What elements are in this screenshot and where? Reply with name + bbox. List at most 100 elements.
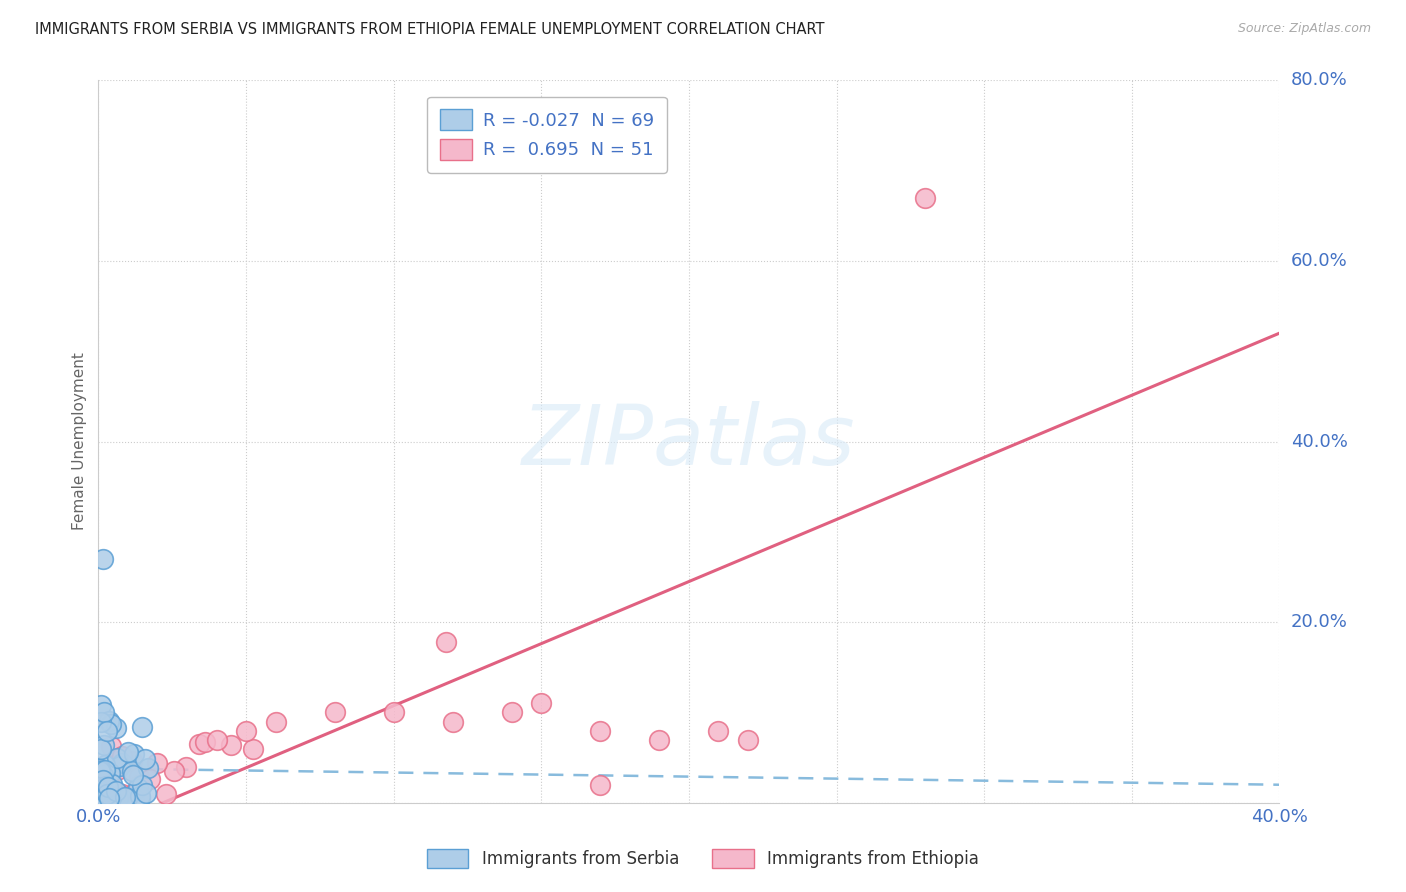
Point (96, 787, 118, 801)
Point (89, 772, 111, 787)
Point (131, 720, 153, 734)
Legend: R = -0.027  N = 69, R =  0.695  N = 51: R = -0.027 N = 69, R = 0.695 N = 51 (427, 96, 666, 172)
Point (90, 763, 112, 777)
Point (101, 789, 124, 803)
Point (98, 791, 121, 805)
Point (91, 791, 114, 805)
Point (93, 787, 115, 801)
Point (589, 778, 612, 792)
Point (104, 787, 127, 801)
Point (90, 698, 112, 712)
Point (111, 748, 134, 763)
Point (97, 787, 120, 801)
Point (114, 789, 136, 804)
Point (125, 787, 148, 801)
Point (91, 791, 114, 805)
Point (90, 742, 112, 756)
Point (93, 706, 115, 720)
Point (121, 754, 143, 768)
Point (530, 697, 553, 711)
Text: IMMIGRANTS FROM SERBIA VS IMMIGRANTS FROM ETHIOPIA FEMALE UNEMPLOYMENT CORRELATI: IMMIGRANTS FROM SERBIA VS IMMIGRANTS FRO… (35, 22, 825, 37)
Point (108, 759, 131, 773)
Point (104, 721, 127, 735)
Point (323, 706, 346, 720)
Point (264, 714, 287, 729)
Point (90, 773, 112, 788)
Point (89, 763, 111, 777)
Point (91, 768, 114, 782)
Point (107, 787, 129, 801)
Point (90, 714, 112, 729)
Point (105, 784, 128, 798)
Text: 80.0%: 80.0% (1291, 71, 1347, 89)
Point (98, 791, 121, 805)
Point (205, 732, 228, 747)
Point (89, 780, 111, 795)
Point (128, 770, 150, 784)
Point (90, 791, 112, 805)
Point (98, 766, 121, 780)
Point (93, 738, 115, 752)
Point (128, 787, 150, 801)
Point (501, 706, 523, 720)
Point (121, 787, 143, 801)
Point (93, 766, 115, 780)
Point (98, 791, 121, 805)
Point (187, 737, 209, 751)
Point (96, 723, 118, 738)
Point (91, 552, 114, 566)
Point (93, 786, 115, 800)
Point (94, 757, 117, 772)
Point (111, 787, 134, 801)
Point (914, 191, 936, 205)
Point (104, 787, 127, 801)
Point (145, 756, 167, 770)
Text: Source: ZipAtlas.com: Source: ZipAtlas.com (1237, 22, 1371, 36)
Point (89, 783, 111, 797)
Point (131, 778, 153, 792)
Point (117, 745, 139, 759)
Text: 20.0%: 20.0% (1291, 613, 1347, 632)
Point (100, 791, 122, 805)
Point (127, 781, 149, 796)
Point (90, 787, 112, 801)
Point (89, 764, 111, 778)
Point (89, 778, 111, 792)
Point (90, 787, 112, 801)
Point (115, 791, 138, 805)
Point (90, 769, 112, 783)
Point (112, 751, 135, 765)
Point (122, 768, 145, 782)
Point (94, 763, 117, 777)
Point (235, 723, 257, 738)
Point (103, 790, 125, 805)
Point (135, 786, 157, 800)
Point (97, 787, 120, 801)
Point (96, 787, 118, 801)
Point (98, 787, 121, 801)
Point (194, 735, 217, 749)
Point (134, 752, 156, 766)
Point (111, 756, 134, 770)
Point (128, 789, 150, 804)
Legend: Immigrants from Serbia, Immigrants from Ethiopia: Immigrants from Serbia, Immigrants from … (420, 842, 986, 875)
Point (155, 787, 177, 801)
Point (707, 723, 730, 738)
Point (89, 789, 111, 803)
Point (97, 780, 120, 794)
Point (91, 772, 114, 787)
Y-axis label: Female Unemployment: Female Unemployment (72, 352, 87, 531)
Point (648, 732, 671, 747)
Point (103, 787, 125, 801)
Point (242, 741, 264, 756)
Point (441, 714, 464, 729)
Point (174, 759, 197, 773)
Point (89, 785, 111, 799)
Point (89, 788, 111, 802)
Point (219, 738, 242, 752)
Point (98, 786, 121, 800)
Point (101, 777, 124, 791)
Point (107, 787, 129, 801)
Point (96, 787, 118, 801)
Point (100, 739, 122, 754)
